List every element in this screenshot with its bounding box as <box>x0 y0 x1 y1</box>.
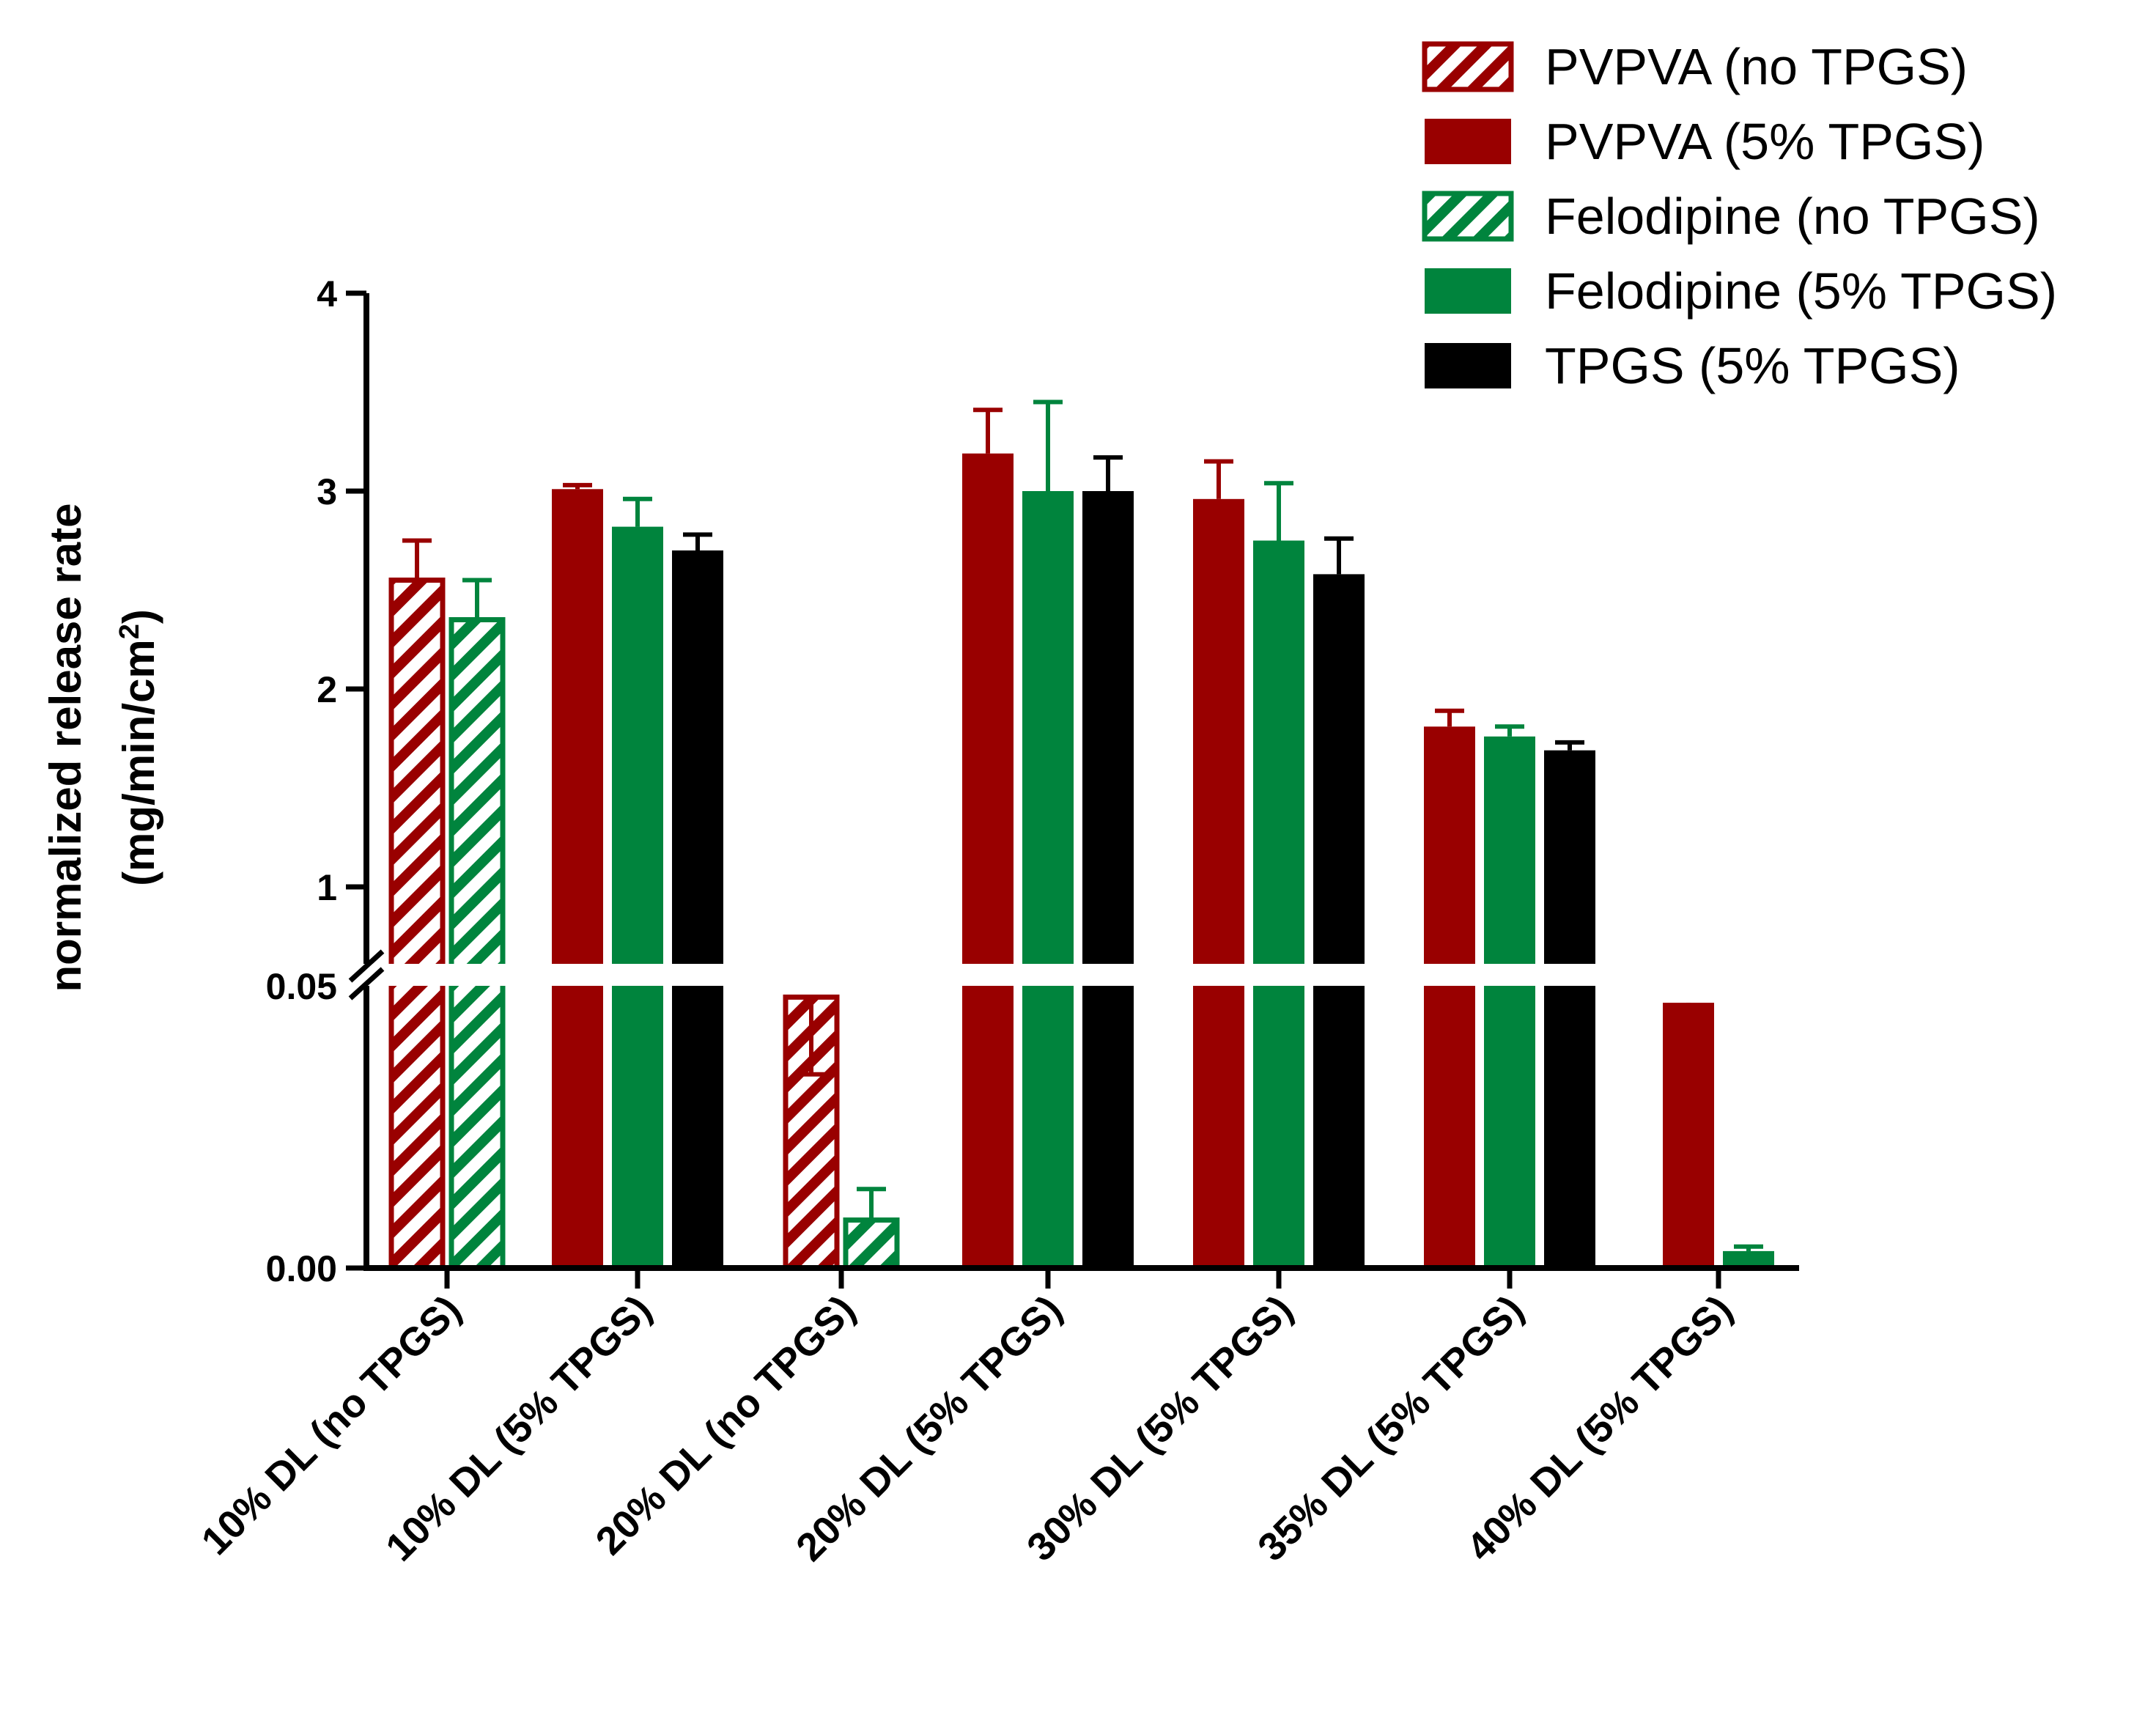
legend-swatch-3 <box>1425 268 1511 314</box>
legend-entry-2: Felodipine (no TPGS) <box>1422 188 2040 245</box>
y-axis-title-suffix: ) <box>114 609 163 624</box>
error-bar-4-5 <box>1555 740 1584 751</box>
y-tick-label-5: 4 <box>317 273 337 314</box>
bar-2-2 <box>843 1217 900 1271</box>
bar-3-4 <box>1253 540 1304 1268</box>
error-bar-1-5 <box>1435 708 1464 727</box>
error-bar-4-3 <box>1093 455 1123 491</box>
legend: PVPVA (no TPGS) PVPVA (5% TPGS) Felodipine… <box>1422 38 2057 394</box>
bar-0-0 <box>388 578 446 1271</box>
axes-layer <box>348 293 1799 1271</box>
legend-label-4: TPGS (5% TPGS) <box>1545 337 1960 394</box>
bar-4-3 <box>1082 491 1134 1268</box>
legend-swatch-1 <box>1425 119 1511 164</box>
bar-1-1 <box>552 489 603 1268</box>
axis-break-marks <box>348 949 385 1000</box>
x-category-label-4: 30% DL (5% TPGS) <box>1019 1287 1301 1569</box>
bars-layer <box>388 453 1774 1271</box>
error-bar-3-6 <box>1734 1244 1763 1251</box>
y-axis-title: normalized release rate (mg/min/cm2) <box>41 503 163 992</box>
bar-1-4 <box>1193 498 1244 1268</box>
error-bar-4-4 <box>1324 536 1354 575</box>
bar-4-5 <box>1544 750 1595 1268</box>
bar-3-5 <box>1484 736 1535 1268</box>
error-bar-1-4 <box>1204 459 1233 499</box>
error-bar-2-0 <box>462 578 492 620</box>
legend-swatch-4 <box>1425 343 1511 388</box>
legend-entry-4: TPGS (5% TPGS) <box>1425 337 1960 394</box>
legend-label-1: PVPVA (5% TPGS) <box>1545 113 1985 170</box>
y-axis-title-line2: (mg/min/cm <box>114 639 163 886</box>
error-bar-0-2 <box>797 997 826 1077</box>
error-bar-3-5 <box>1495 724 1524 737</box>
bar-1-3 <box>962 453 1014 1269</box>
legend-entry-1: PVPVA (5% TPGS) <box>1425 113 1985 170</box>
axis-break-band <box>352 964 1759 986</box>
error-bars-layer <box>352 399 1763 1251</box>
y-tick-label-1: 0.05 <box>266 966 337 1007</box>
y-tick-label-2: 1 <box>317 867 337 908</box>
bar-2-0 <box>448 617 506 1271</box>
legend-label-3: Felodipine (5% TPGS) <box>1545 262 2057 320</box>
category-labels-layer: 10% DL (no TPGS)10% DL (5% TPGS)20% DL (… <box>193 1268 1740 1570</box>
tick-labels-layer: 0.00 0.05 1 2 3 4 <box>266 273 366 1289</box>
error-bar-3-1 <box>623 496 652 527</box>
legend-swatch-2 <box>1422 191 1514 242</box>
legend-entry-0: PVPVA (no TPGS) <box>1422 38 1968 95</box>
y-tick-label-3: 2 <box>317 669 337 710</box>
legend-label-0: PVPVA (no TPGS) <box>1545 38 1968 95</box>
error-bar-4-1 <box>683 532 712 550</box>
bar-4-1 <box>672 550 723 1268</box>
error-bar-2-2 <box>857 1187 886 1220</box>
svg-text:(mg/min/cm2): (mg/min/cm2) <box>114 609 163 886</box>
error-bar-3-3 <box>1033 399 1063 491</box>
bar-3-6 <box>1723 1250 1774 1268</box>
y-tick-label-4: 3 <box>317 471 337 512</box>
error-bar-1-6 <box>1674 1003 1703 1077</box>
error-bar-3-4 <box>1264 481 1293 541</box>
bar-1-5 <box>1424 726 1475 1268</box>
legend-swatch-0 <box>1422 41 1514 92</box>
error-bar-1-1 <box>563 482 592 490</box>
y-tick-label-0: 0.00 <box>266 1248 337 1289</box>
bar-3-1 <box>612 526 663 1268</box>
y-axis-title-line1: normalized release rate <box>41 503 90 992</box>
svg-text:normalized release rate: normalized release rate <box>41 503 90 992</box>
error-bar-1-3 <box>973 408 1003 454</box>
bar-3-3 <box>1022 491 1074 1268</box>
y-axis-title-superscript: 2 <box>114 624 145 639</box>
bar-4-4 <box>1313 574 1365 1268</box>
legend-entry-3: Felodipine (5% TPGS) <box>1425 262 2057 320</box>
error-bar-0-0 <box>402 538 432 581</box>
legend-label-2: Felodipine (no TPGS) <box>1545 188 2040 245</box>
